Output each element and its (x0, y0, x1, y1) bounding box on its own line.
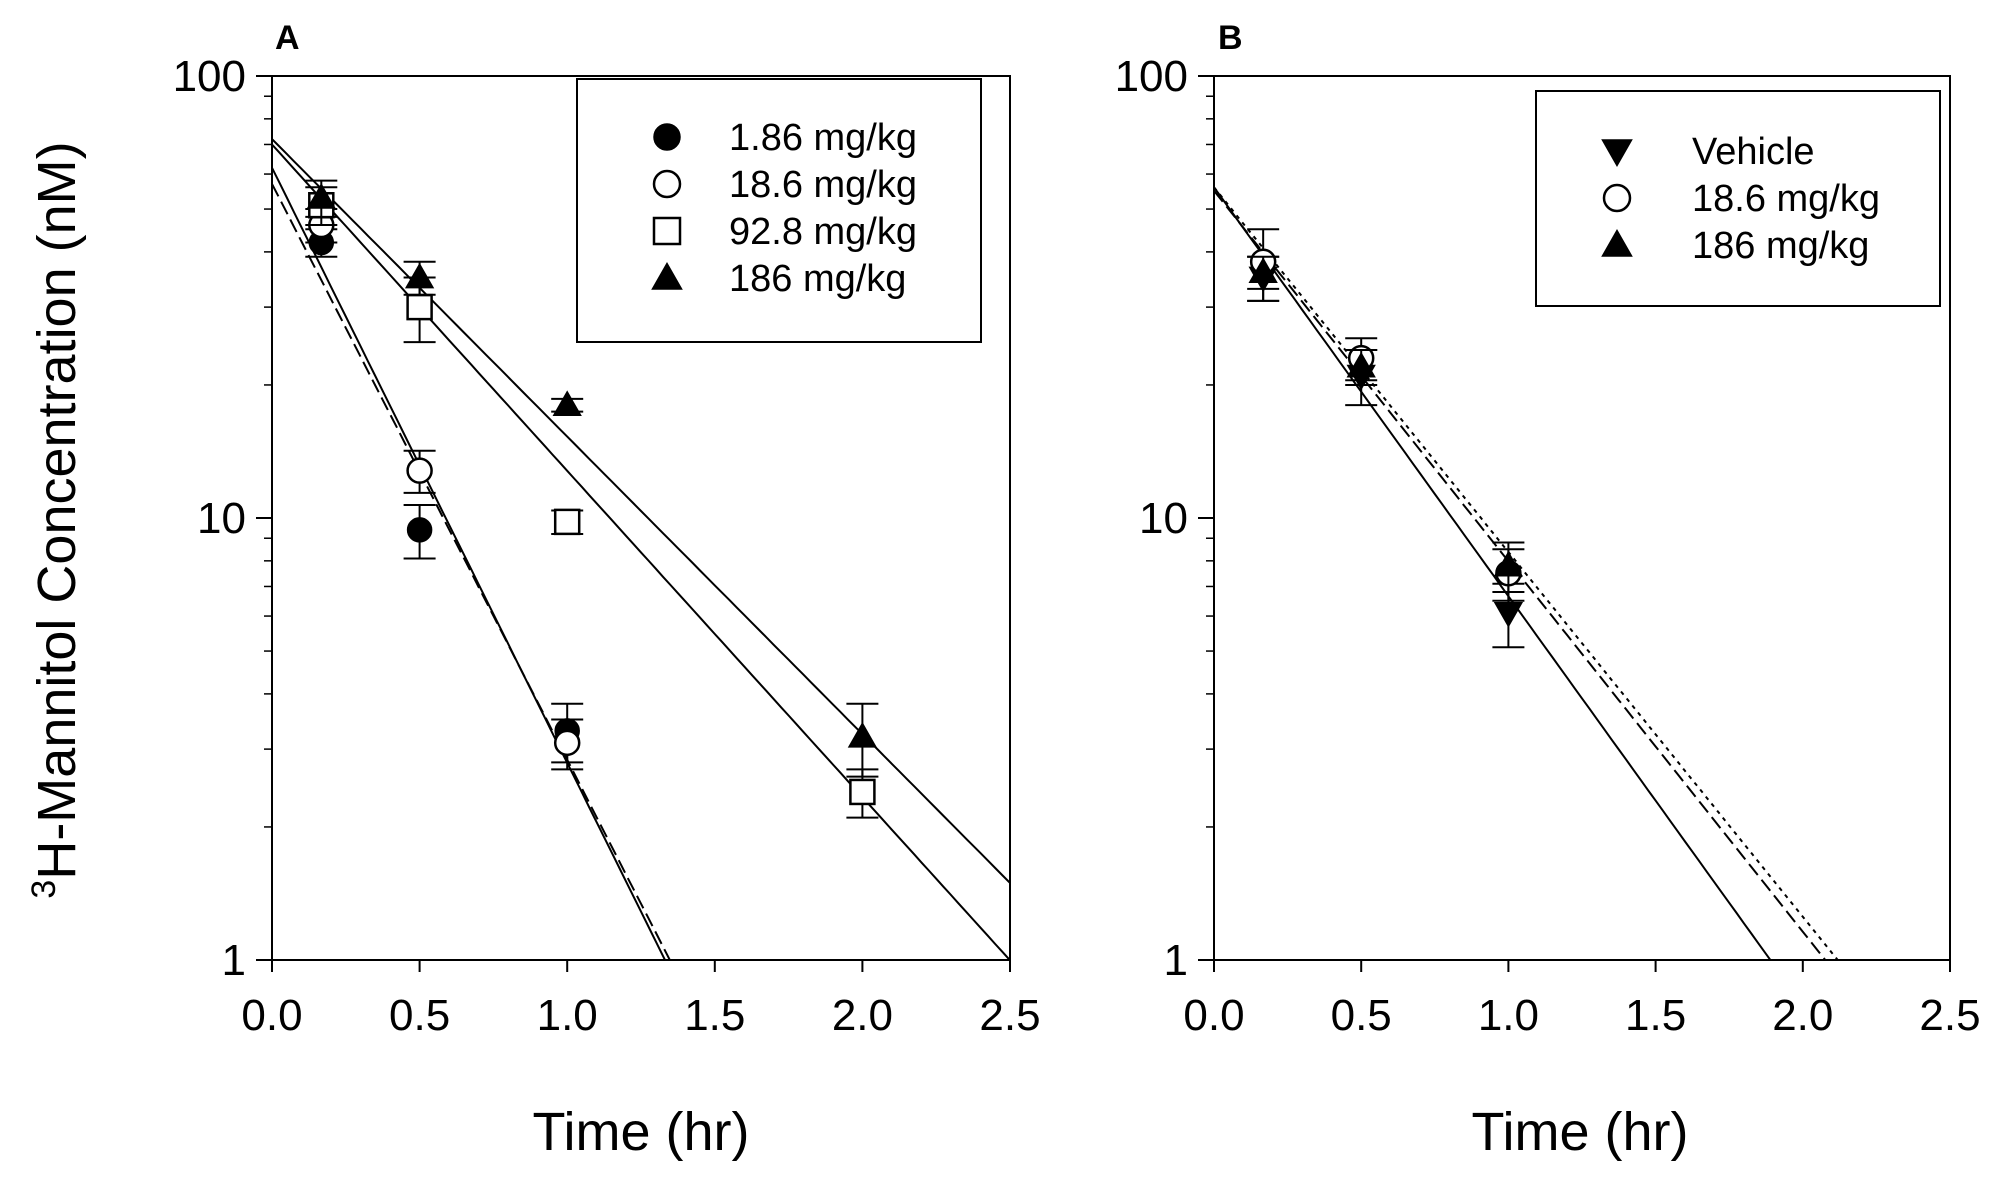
x-tick-label: 2.0 (832, 991, 893, 1040)
marker-legend-1-86-mg-kg (653, 123, 681, 151)
y-tick-label: 1 (1164, 936, 1188, 985)
x-tick-label: 2.5 (1919, 991, 1980, 1040)
y-tick-label: 10 (1139, 494, 1188, 543)
marker-legend-186-mg-kg (651, 262, 683, 290)
x-tick-label: 0.0 (1183, 991, 1244, 1040)
x-tick-label: 2.5 (979, 991, 1040, 1040)
x-tick-label: 1.0 (537, 991, 598, 1040)
legend-label: 18.6 mg/kg (1692, 178, 1880, 220)
marker-vehicle (1493, 602, 1524, 628)
marker-92-8-mg-kg (849, 778, 876, 806)
marker-legend-vehicle (1601, 139, 1633, 167)
fit-lines (1214, 186, 1840, 960)
y-tick-label: 10 (197, 494, 246, 543)
marker-92-8-mg-kg (553, 508, 581, 536)
legend-label: 18.6 mg/kg (729, 164, 917, 206)
marker-legend-18-6-mg-kg (1602, 183, 1632, 213)
marker-186-mg-kg (1493, 550, 1524, 577)
legend-label: Vehicle (1692, 131, 1815, 173)
fit-line-18-6-mg-kg (272, 183, 671, 960)
y-axis-title-text: H-Mannitol Concentration (nM) (27, 141, 87, 879)
y-tick-label: 100 (173, 52, 246, 101)
panel-a: A 0.0 0.5 1.0 1.5 2.0 2.5 1 10 100 1.86 mg/kg 18.6 … (25, 19, 1041, 1162)
panel-letter: A (275, 19, 300, 57)
y-tick-label: 100 (1115, 52, 1188, 101)
x-axis-title: Time (hr) (1472, 1102, 1689, 1162)
marker-legend-92-8-mg-kg (652, 216, 682, 246)
legend-box (576, 78, 982, 343)
legend-label: 92.8 mg/kg (729, 211, 917, 253)
marker-legend-18-6-mg-kg (652, 169, 682, 199)
x-tick-label: 1.5 (684, 991, 745, 1040)
marker-18-6-mg-kg (406, 457, 433, 484)
legend-label: 1.86 mg/kg (729, 117, 917, 159)
marker-186-mg-kg (847, 721, 878, 748)
panel-letter: B (1218, 19, 1243, 57)
marker-legend-186-mg-kg (1601, 229, 1633, 257)
marker-1-86-mg-kg (406, 517, 433, 543)
y-axis-title: 3H-Mannitol Concentration (nM) (25, 141, 87, 898)
fit-line-vehicle (1214, 186, 1772, 960)
marker-186-mg-kg (306, 183, 336, 209)
y-tick-label: 1 (222, 936, 246, 985)
fit-line-18-6-mg-kg (1214, 190, 1827, 960)
fit-line-186-mg-kg (1214, 186, 1840, 960)
x-tick-label: 1.0 (1478, 991, 1539, 1040)
x-tick-label: 0.5 (389, 991, 450, 1040)
marker-92-8-mg-kg (406, 293, 433, 321)
marker-186-mg-kg (1346, 351, 1376, 378)
x-tick-label: 0.5 (1331, 991, 1392, 1040)
fit-line-186-mg-kg (272, 138, 1010, 884)
legend-label: 186 mg/kg (1692, 225, 1869, 267)
x-tick-label: 1.5 (1625, 991, 1686, 1040)
fit-line-92-8-mg-kg (272, 143, 1010, 960)
x-axis-title: Time (hr) (533, 1102, 750, 1162)
y-axis-title-superscript: 3 (25, 880, 63, 899)
fit-lines (272, 138, 1010, 960)
marker-186-mg-kg (404, 262, 435, 289)
marker-18-6-mg-kg (553, 729, 581, 757)
legend-label: 186 mg/kg (729, 258, 906, 300)
marker-186-mg-kg (552, 390, 582, 417)
x-tick-label: 0.0 (241, 991, 302, 1040)
marker-186-mg-kg (1248, 257, 1278, 283)
x-tick-label: 2.0 (1772, 991, 1833, 1040)
panel-b: B 0.0 0.5 1.0 1.5 2.0 2.5 1 10 100 Vehicle 18.6 mg/… (1115, 19, 1981, 1162)
